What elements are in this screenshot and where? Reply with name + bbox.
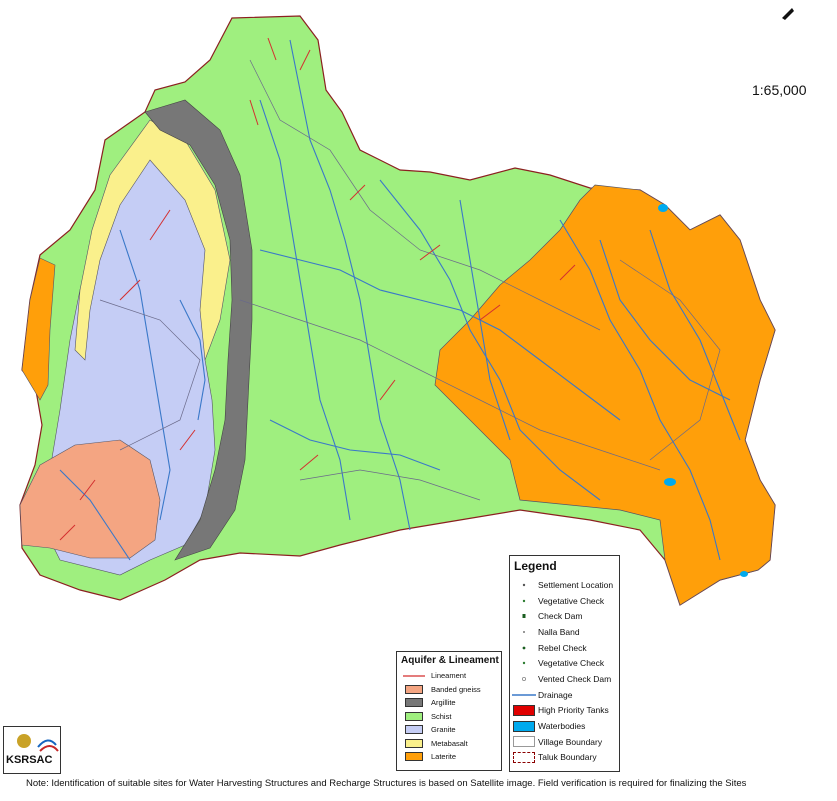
lineaments: [59, 37, 576, 541]
aquifer-item-label: Laterite: [431, 752, 457, 762]
map-scale: 1:65,000: [752, 82, 807, 98]
legend-item-label: Check Dam: [538, 611, 583, 622]
aquifer-legend: Aquifer & Lineament Lineament Banded gne…: [396, 651, 502, 771]
metabasalt-band: [74, 119, 231, 361]
legend-item-village-boundary: Village Boundary: [510, 734, 619, 750]
legend-item-label: Village Boundary: [538, 736, 603, 747]
legend-item-settlement: Settlement Location: [510, 577, 619, 593]
aquifer-item-label: Schist: [431, 711, 452, 721]
aquifer-item-granite: Granite: [397, 723, 501, 737]
legend-item-label: Vegetative Check: [538, 658, 605, 669]
legend-item-check-dam: Check Dam: [510, 608, 619, 624]
banded-gneiss-region: [19, 439, 161, 559]
emblem-icon: [17, 734, 59, 752]
aquifer-item-label: Banded gneiss: [431, 684, 481, 694]
aquifer-item-banded-gneiss: Banded gneiss: [397, 683, 501, 697]
aquifer-item-argillite: Argillite: [397, 696, 501, 710]
aquifer-item-label: Lineament: [431, 671, 467, 681]
logo-text: KSRSAC: [6, 754, 53, 766]
aquifer-item-laterite: Laterite: [397, 750, 501, 764]
legend-item-vegetative-check-2: Vegetative Check: [510, 655, 619, 671]
aquifer-item-metabasalt: Metabasalt: [397, 737, 501, 751]
legend-item-vented-check-dam: Vented Check Dam: [510, 671, 619, 687]
waterbodies: [658, 204, 748, 577]
aquifer-item-lineament: Lineament: [397, 669, 501, 683]
legend-item-label: Nalla Band: [538, 626, 580, 637]
legend-item-nalla-band: Nalla Band: [510, 624, 619, 640]
legend-item-label: Vegetative Check: [538, 595, 605, 606]
village-boundaries: [99, 59, 721, 501]
legend-item-label: Settlement Location: [538, 579, 614, 590]
legend-item-label: Waterbodies: [538, 721, 586, 732]
legend-item-label: Vented Check Dam: [538, 673, 612, 684]
legend-item-vegetative-check: Vegetative Check: [510, 593, 619, 609]
legend-item-taluk-boundary: Taluk Boundary: [510, 750, 619, 766]
aquifer-legend-title: Aquifer & Lineament: [401, 655, 499, 666]
north-arrow: [782, 8, 794, 20]
aquifer-item-label: Granite: [431, 725, 456, 735]
argillite-band: [144, 99, 253, 561]
legend-item-drainage: Drainage: [510, 687, 619, 703]
legend-item-waterbodies: Waterbodies: [510, 718, 619, 734]
drainage-network: [59, 39, 741, 561]
legend-item-label: Rebel Check: [538, 642, 587, 653]
footer-note: Note: Identification of suitable sites f…: [26, 778, 747, 789]
legend: Legend Settlement Location Vegetative Ch…: [509, 555, 620, 772]
aquifer-item-schist: Schist: [397, 710, 501, 724]
legend-item-high-priority-tanks: High Priority Tanks: [510, 703, 619, 719]
legend-item-label: Drainage: [538, 689, 573, 700]
ksrsac-logo: KSRSAC: [3, 726, 61, 774]
legend-item-label: Taluk Boundary: [538, 752, 597, 763]
legend-title: Legend: [514, 559, 557, 573]
laterite-west: [21, 257, 56, 401]
legend-item-label: High Priority Tanks: [538, 705, 609, 716]
legend-item-rebel-check: Rebel Check: [510, 640, 619, 656]
aquifer-item-label: Metabasalt: [431, 738, 468, 748]
aquifer-item-label: Argillite: [431, 698, 456, 708]
